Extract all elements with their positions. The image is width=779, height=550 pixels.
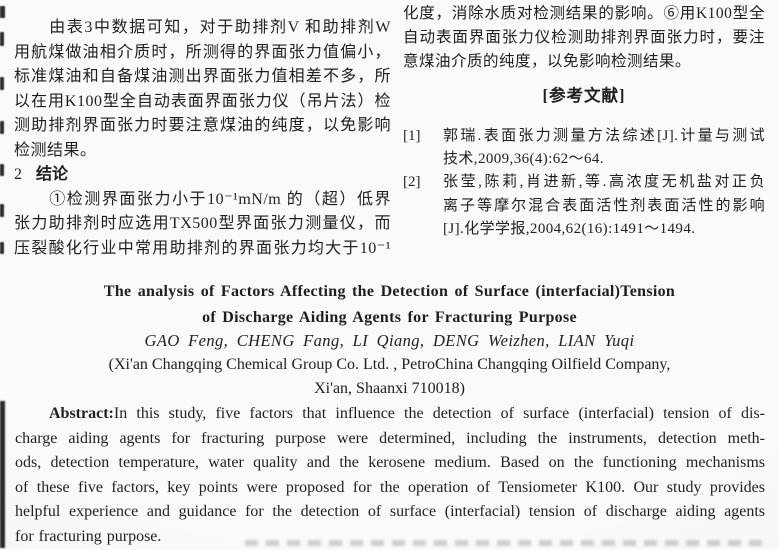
english-title-line1: The analysis of Factors Affecting the De… (103, 283, 676, 300)
section-title: 结论 (36, 166, 69, 183)
reference-label: [1] (403, 128, 421, 144)
references-list: [1] 郭瑞.表面张力测量方法综述[J].计量与测试 技术,2009,36(4)… (403, 125, 765, 241)
reference-line: [J].化学学报,2004,62(16):1491～1494. (443, 220, 696, 237)
paragraph-line: 标准煤油和自备煤油测出界面张力值相差不多，所 (14, 68, 391, 85)
references-heading: [参考文献] (542, 86, 626, 105)
paragraph-line: 检测结果。 (14, 141, 97, 159)
abstract-line: helpful experience and guidance for the … (15, 503, 765, 521)
paragraph-line: 压裂酸化行业中常用助排剂的界面张力均大于10⁻¹ (14, 239, 391, 257)
scan-artifact (0, 401, 5, 548)
reference-body: 郭瑞.表面张力测量方法综述[J].计量与测试 技术,2009,36(4):62～… (443, 125, 765, 171)
paragraph-line: 意煤油介质的纯度，以免影响检测结果。 (403, 53, 692, 70)
reference-item: [2] 张莹,陈莉,肖进新,等.高浓度无机盐对正负 离子等摩尔混合表面活性剂表面… (403, 171, 765, 241)
section-heading: 2 结论 (14, 163, 391, 188)
paragraph-line: 自动表面界面张力仪检测助排剂界面张力时，要注 (403, 29, 765, 46)
paragraph-line: 测助排剂界面张力时要注意煤油的纯度，以免影响 (14, 117, 391, 134)
reference-item: [1] 郭瑞.表面张力测量方法综述[J].计量与测试 技术,2009,36(4)… (403, 125, 765, 171)
abstract-label: Abstract: (49, 405, 114, 422)
paragraph-line: 张力助排剂时应选用TX500型界面张力测量仪，而 (14, 215, 391, 232)
paragraph-line: 以在用K100型全自动表面界面张力仪（吊片法）检 (14, 92, 391, 110)
affiliation-line1: (Xi'an Changqing Chemical Group Co. Ltd.… (108, 356, 671, 373)
section-number: 2 (14, 166, 22, 183)
abstract-line: charge aiding agents for fracturing purp… (15, 429, 765, 447)
abstract-line: Abstract:In this study, five factors tha… (15, 402, 765, 427)
affiliation-line2: Xi'an, Shaanxi 710018) (314, 380, 465, 397)
authors-line: GAO Feng, CHENG Fang, LI Qiang, DENG Wei… (144, 331, 635, 350)
scan-artifact (0, 164, 4, 176)
scan-artifact (0, 77, 4, 90)
scan-artifact (0, 204, 4, 217)
reference-line: 离子等摩尔混合表面活性剂表面活性的影响 (443, 197, 765, 214)
left-column: 由表3中数据可知，对于助排剂V 和助排剂W 用航煤做油相介质时，所测得的界面张力… (14, 16, 391, 261)
abstract-line: for fracturing purpose. (15, 527, 162, 545)
english-title-line2: of Discharge Aiding Agents for Fracturin… (202, 309, 577, 326)
reference-line: 技术,2009,36(4):62～64. (443, 151, 604, 168)
paragraph-line: 化度，消除水质对检测结果的影响。⑥用K100型全 (403, 5, 765, 22)
scan-artifact (0, 242, 4, 254)
reference-body: 张莹,陈莉,肖进新,等.高浓度无机盐对正负 离子等摩尔混合表面活性剂表面活性的影… (443, 171, 765, 241)
paragraph-line: 由表3中数据可知，对于助排剂V 和助排剂W (49, 19, 391, 36)
abstract-line: ods, detection temperature, water qualit… (15, 454, 765, 472)
reference-line: 张莹,陈莉,肖进新,等.高浓度无机盐对正负 (443, 174, 765, 191)
reference-label: [2] (403, 174, 421, 191)
right-column: 化度，消除水质对检测结果的影响。⑥用K100型全 自动表面界面张力仪检测助排剂界… (403, 2, 765, 241)
abstract-text: In this study, five factors that influen… (113, 405, 765, 422)
scan-artifact (0, 121, 4, 134)
reference-line: 郭瑞.表面张力测量方法综述[J].计量与测试 (443, 128, 765, 144)
scan-artifact (0, 6, 5, 18)
abstract-line: of these five factors, key points were p… (15, 478, 765, 496)
paragraph-line: 用航煤做油相介质时，所测得的界面张力值偏小，用 (14, 43, 391, 61)
paragraph-line: ①检测界面张力小于10⁻¹mN/m 的（超）低界面 (49, 190, 391, 208)
scan-artifact (0, 32, 4, 46)
ghost-text-strip (245, 540, 770, 546)
abstract: Abstract:In this study, five factors tha… (15, 402, 765, 550)
